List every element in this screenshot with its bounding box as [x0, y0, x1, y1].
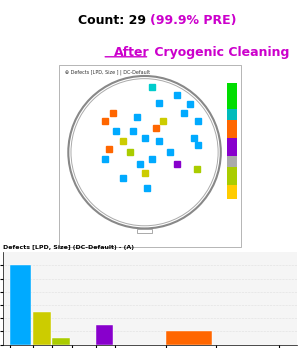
Bar [227, 185, 237, 199]
Text: After: After [114, 46, 150, 58]
Text: ⊕ Defects [LPD, Size ] | DC-Default: ⊕ Defects [LPD, Size ] | DC-Default [65, 70, 150, 75]
Bar [227, 167, 237, 185]
Bar [33, 311, 51, 345]
Bar [95, 325, 113, 345]
Bar [227, 138, 237, 156]
Text: Cryogenic Cleaning: Cryogenic Cleaning [150, 46, 290, 58]
Text: Defects [LPD, Size] (DC-Default) - (A): Defects [LPD, Size] (DC-Default) - (A) [3, 245, 134, 250]
Circle shape [68, 76, 221, 228]
Bar [137, 229, 152, 233]
Text: Count: 29: Count: 29 [78, 14, 150, 26]
Bar [11, 265, 31, 345]
Bar [166, 331, 212, 345]
Bar [52, 338, 70, 345]
Bar [227, 109, 237, 120]
Bar [227, 120, 237, 138]
Text: (99.9% PRE): (99.9% PRE) [150, 14, 236, 26]
Bar [227, 83, 237, 109]
Bar [227, 156, 237, 167]
